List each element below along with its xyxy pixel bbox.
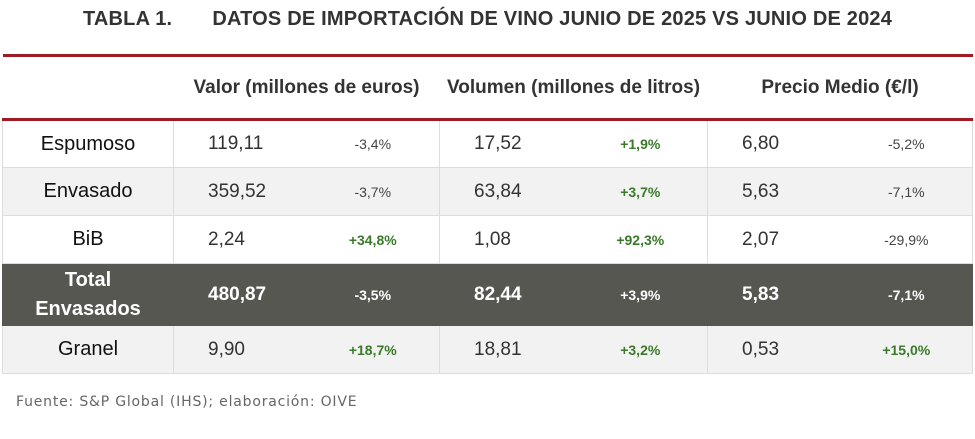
volumen-pct-cell: +3,2% <box>573 325 709 374</box>
valor-pct-cell: -3,5% <box>306 263 441 326</box>
volumen-pct-cell: +1,9% <box>573 119 709 168</box>
precio-pct-cell: -7,1% <box>840 263 974 326</box>
header-precio: Precio Medio (€/l) <box>761 76 919 98</box>
valor-pct-cell: -3,4% <box>306 119 441 168</box>
volumen-cell: 82,44 <box>439 263 574 326</box>
volumen-pct-cell: +92,3% <box>573 215 709 264</box>
precio-pct-cell: -7,1% <box>840 167 974 216</box>
valor-cell: 480,87 <box>173 263 307 326</box>
header-row: Valor (millones de euros) Volumen (millo… <box>2 55 973 120</box>
table-row: Granel 9,90 +18,7% 18,81 +3,2% 0,53 +15,… <box>2 325 974 374</box>
header-empty <box>3 56 174 120</box>
table-title: TABLA 1. DATOS DE IMPORTACIÓN DE VINO JUN… <box>0 8 975 31</box>
valor-cell: 359,52 <box>173 167 307 216</box>
table-row: Envasado 359,52 -3,7% 63,84 +3,7% 5,63 -… <box>2 167 974 216</box>
precio-cell: 2,07 <box>707 215 841 264</box>
valor-pct-cell: +18,7% <box>306 325 441 374</box>
precio-pct-cell: -5,2% <box>840 119 974 168</box>
header-volumen: Volumen (millones de litros) <box>447 76 701 98</box>
volumen-pct-cell: +3,9% <box>573 263 709 326</box>
table-row: BiB 2,24 +34,8% 1,08 +92,3% 2,07 -29,9% <box>2 215 974 264</box>
precio-pct-cell: +15,0% <box>840 325 974 374</box>
valor-pct-cell: -3,7% <box>306 167 441 216</box>
import-table: Valor (millones de euros) Volumen (millo… <box>2 54 974 374</box>
header-valor: Valor (millones de euros) <box>193 76 420 98</box>
precio-pct-cell: -29,9% <box>840 215 974 264</box>
valor-cell: 2,24 <box>173 215 307 264</box>
total-label-line2: Envasados <box>35 297 141 320</box>
row-label: Envasado <box>2 167 174 216</box>
volumen-pct-cell: +3,7% <box>573 167 709 216</box>
precio-cell: 5,63 <box>707 167 841 216</box>
table-title-text: DATOS DE IMPORTACIÓN DE VINO JUNIO DE 20… <box>212 8 893 30</box>
precio-cell: 6,80 <box>707 119 841 168</box>
source-note: Fuente: S&P Global (IHS); elaboración: O… <box>16 394 358 410</box>
row-label: Granel <box>2 325 174 374</box>
row-label: Espumoso <box>2 119 174 168</box>
valor-cell: 9,90 <box>173 325 307 374</box>
valor-cell: 119,11 <box>173 119 307 168</box>
volumen-cell: 17,52 <box>439 119 574 168</box>
valor-pct-cell: +34,8% <box>306 215 441 264</box>
row-label: Total Envasados <box>2 263 174 326</box>
volumen-cell: 18,81 <box>439 325 574 374</box>
total-label-line1: Total <box>64 268 112 291</box>
total-row: Total Envasados 480,87 -3,5% 82,44 +3,9% … <box>2 263 974 326</box>
row-label: BiB <box>2 215 174 264</box>
volumen-cell: 1,08 <box>439 215 574 264</box>
volumen-cell: 63,84 <box>439 167 574 216</box>
precio-cell: 5,83 <box>707 263 841 326</box>
table-number: TABLA 1. <box>82 8 173 30</box>
table-row: Espumoso 119,11 -3,4% 17,52 +1,9% 6,80 -… <box>2 119 974 168</box>
precio-cell: 0,53 <box>707 325 841 374</box>
